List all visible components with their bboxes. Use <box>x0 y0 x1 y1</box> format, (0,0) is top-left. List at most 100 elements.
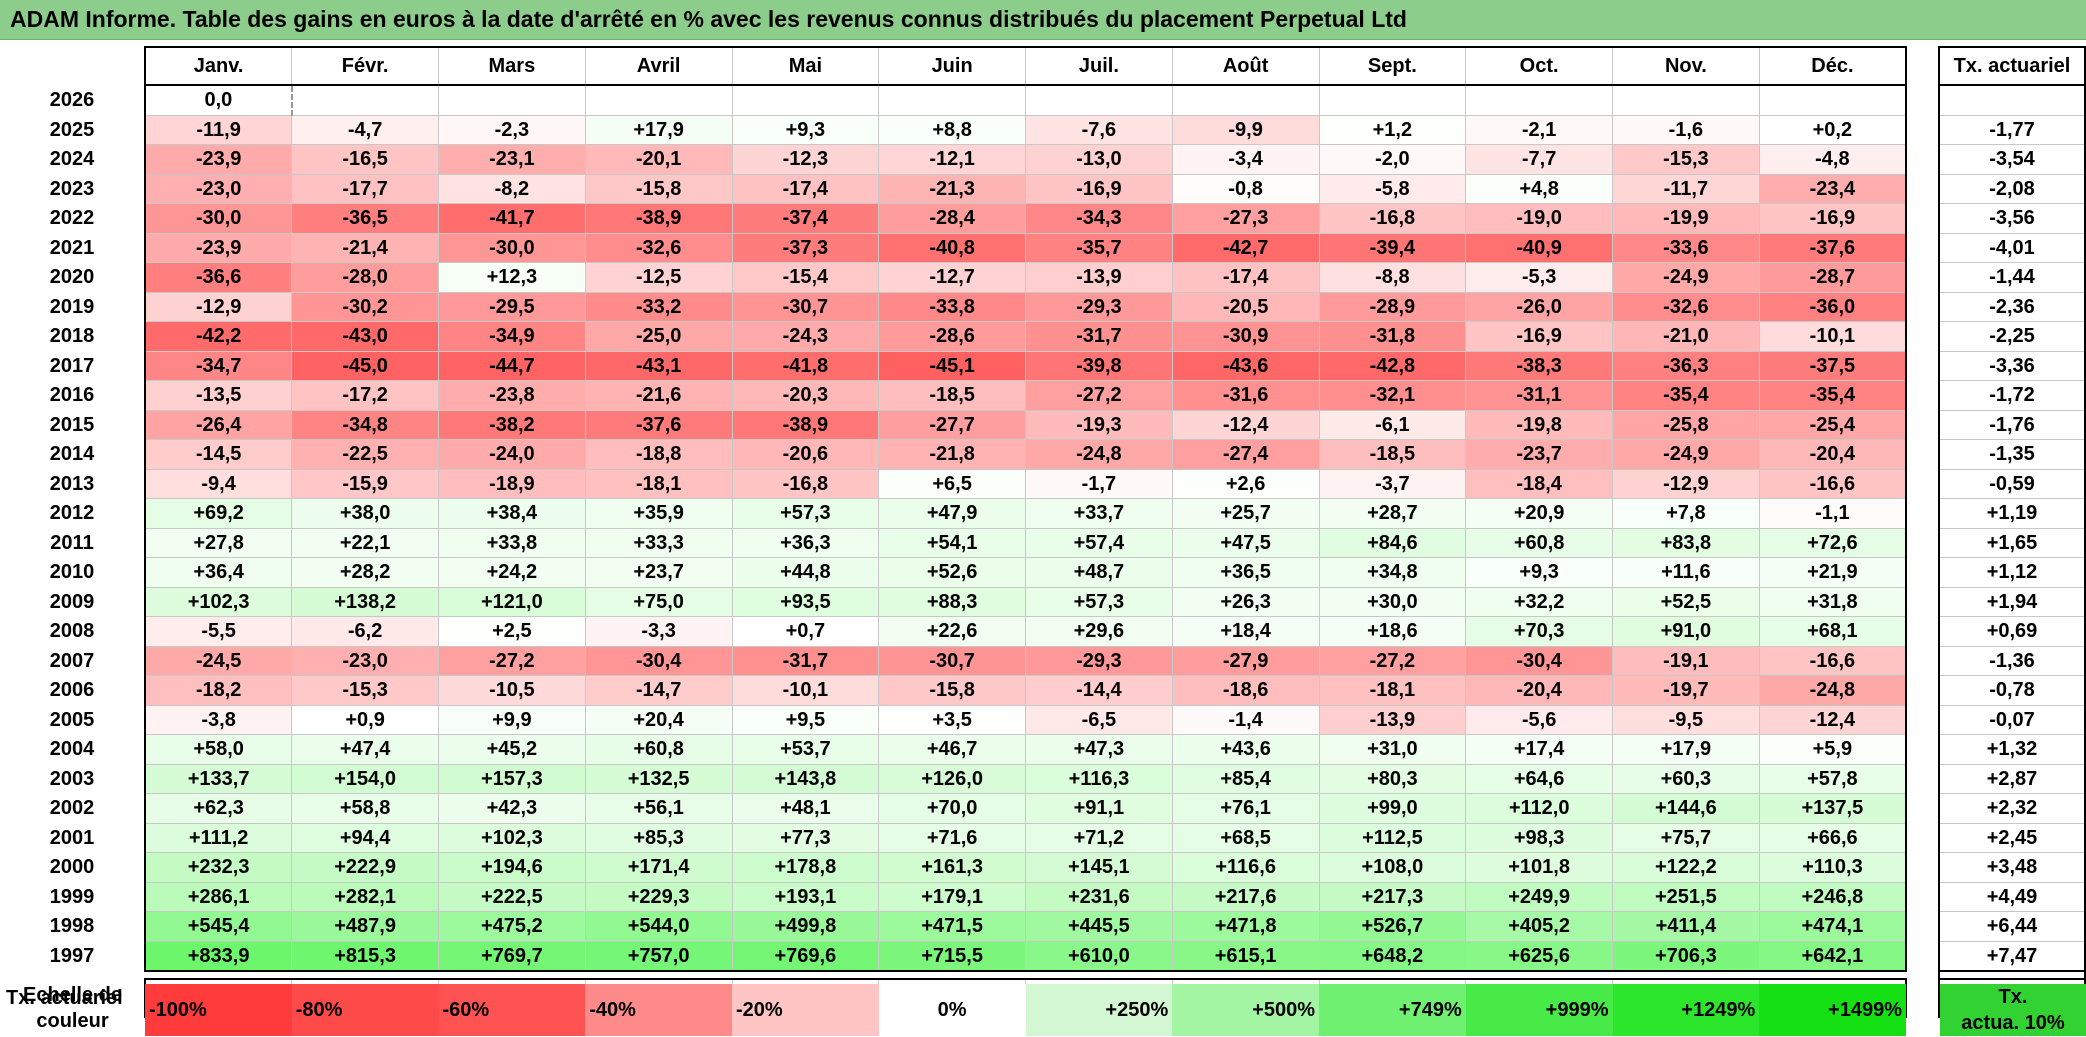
actuarial-rate-cell: +2,87 <box>1938 763 2086 794</box>
gain-cell: -17,2 <box>291 380 439 411</box>
gain-cell <box>1171 84 1320 116</box>
table-row: -1,35 <box>1938 439 2086 470</box>
gain-cell: +85,4 <box>1171 763 1320 794</box>
gain-cell: +282,1 <box>291 881 439 912</box>
gain-cell: +0,9 <box>291 704 439 735</box>
color-scale-label: Echelle de couleur <box>23 984 122 1032</box>
gain-cell: +102,3 <box>438 822 586 853</box>
gain-cell: -28,7 <box>1758 262 1907 293</box>
year-label: 2011 <box>50 531 94 554</box>
table-row: +1,12 <box>1938 557 2086 588</box>
gain-cell: -14,4 <box>1025 675 1173 706</box>
gain-cell: -12,9 <box>144 291 293 322</box>
gain-cell: +88,3 <box>878 586 1026 617</box>
gain-cell: +17,4 <box>1465 734 1613 765</box>
legend-step: -80% <box>291 984 439 1036</box>
gain-cell: +36,3 <box>731 527 880 558</box>
actuarial-rate-cell: -2,36 <box>1938 291 2086 322</box>
table-row: +7,47 <box>1938 940 2086 972</box>
gain-cell: -34,8 <box>291 409 439 440</box>
gain-cell: -19,7 <box>1612 675 1760 706</box>
gain-cell: -17,4 <box>1171 262 1320 293</box>
gain-cell: +217,3 <box>1318 881 1467 912</box>
table-row: 2000 +232,3 +222,9 +194,6 +171,4 +178,8 +161,3… <box>0 852 1907 883</box>
gain-cell: +101,8 <box>1465 852 1613 883</box>
gain-cell: -6,5 <box>1025 704 1173 735</box>
gain-cell: +545,4 <box>144 911 293 942</box>
gain-cell: +28,7 <box>1318 498 1467 529</box>
gain-cell: -29,3 <box>1025 291 1173 322</box>
actuarial-rate-cell: -1,77 <box>1938 114 2086 145</box>
gain-cell: +76,1 <box>1171 793 1320 824</box>
gain-cell: +111,2 <box>144 822 293 853</box>
gain-cell: +116,3 <box>1025 763 1173 794</box>
gain-cell: -16,5 <box>291 144 439 175</box>
gain-cell: -12,9 <box>1612 468 1760 499</box>
gain-cell: +31,8 <box>1758 586 1907 617</box>
legend-step: +749% <box>1319 984 1466 1036</box>
gain-cell: -5,3 <box>1465 262 1613 293</box>
year-label: 1999 <box>49 885 95 908</box>
gain-cell: +29,6 <box>1025 616 1173 647</box>
month-header-11: Nov. <box>1612 46 1760 86</box>
gain-cell: +3,5 <box>878 704 1026 735</box>
gain-cell: +47,9 <box>878 498 1026 529</box>
legend-step: -100% <box>145 984 292 1036</box>
gain-cell: -38,3 <box>1465 350 1613 381</box>
gain-cell: +33,3 <box>584 527 733 558</box>
gain-cell: +24,2 <box>438 557 586 588</box>
gain-cell: -15,9 <box>291 468 439 499</box>
year-label: 2013 <box>49 472 95 495</box>
table-row: 2026 0,0 <box>0 84 1907 116</box>
gain-cell: +815,3 <box>291 940 439 972</box>
gain-cell: -43,1 <box>584 350 733 381</box>
gain-cell: +45,2 <box>438 734 586 765</box>
table-row: 1999 +286,1 +282,1 +222,5 +229,3 +193,1 +179,1… <box>0 881 1907 912</box>
month-header-1: Janv. <box>144 46 293 86</box>
gain-cell: -21,6 <box>584 380 733 411</box>
gain-cell: +499,8 <box>731 911 880 942</box>
gain-cell: +157,3 <box>438 763 586 794</box>
gain-cell: +286,1 <box>144 881 293 912</box>
gain-cell: -34,7 <box>144 350 293 381</box>
actuarial-rate-cell: -0,78 <box>1938 675 2086 706</box>
month-header-10: Oct. <box>1465 46 1613 86</box>
color-scale-legend: Echelle de couleur -100% -80% -60% -40% -20%… <box>0 976 2086 1037</box>
gain-cell: +18,4 <box>1171 616 1320 647</box>
gain-cell: -34,3 <box>1025 203 1173 234</box>
legend-step: -60% <box>438 984 586 1036</box>
gain-cell: +769,7 <box>438 940 586 972</box>
gain-cell: -21,3 <box>878 173 1026 204</box>
corner-cell <box>0 47 145 85</box>
year-label: 2003 <box>49 767 95 790</box>
gain-cell: -25,4 <box>1758 409 1907 440</box>
month-header-9: Sept. <box>1318 46 1467 86</box>
gain-cell: +57,8 <box>1758 763 1907 794</box>
gain-cell: +471,5 <box>878 911 1026 942</box>
actuarial-rate-cell: -1,76 <box>1938 409 2086 440</box>
table-row: +6,44 <box>1938 911 2086 942</box>
gain-cell: -20,4 <box>1465 675 1613 706</box>
gain-cell: -45,0 <box>291 350 439 381</box>
table-row: 2013 -9,4 -15,9 -18,9 -18,1 -16,8 +6,5 -1,7 +2,6… <box>0 468 1907 499</box>
legend-actuarial-swatch: Tx. actua. 10% <box>1940 984 2086 1036</box>
gain-cell: +757,0 <box>584 940 733 972</box>
gain-cell: -29,3 <box>1025 645 1173 676</box>
gain-cell: -18,1 <box>584 468 733 499</box>
year-label: 2008 <box>49 620 95 643</box>
gain-cell: -9,5 <box>1612 704 1760 735</box>
gain-cell: -5,8 <box>1318 173 1467 204</box>
gain-cell: +0,7 <box>731 616 880 647</box>
table-row: 2020 -36,6 -28,0 +12,3 -12,5 -15,4 -12,7 -13,9-… <box>0 262 1907 293</box>
gain-cell: -17,4 <box>731 173 880 204</box>
gain-cell: +42,3 <box>438 793 586 824</box>
table-row: -0,78 <box>1938 675 2086 706</box>
gain-cell: -32,6 <box>1612 291 1760 322</box>
actuarial-rate-cell: -0,59 <box>1938 468 2086 499</box>
gain-cell: +232,3 <box>144 852 293 883</box>
gain-cell: +194,6 <box>438 852 586 883</box>
gain-cell: +21,9 <box>1758 557 1907 588</box>
year-label: 2001 <box>49 826 95 849</box>
gain-cell: +57,4 <box>1025 527 1173 558</box>
table-row: 2019 -12,9 -30,2 -29,5 -33,2 -30,7 -33,8 -29,3-… <box>0 291 1907 322</box>
